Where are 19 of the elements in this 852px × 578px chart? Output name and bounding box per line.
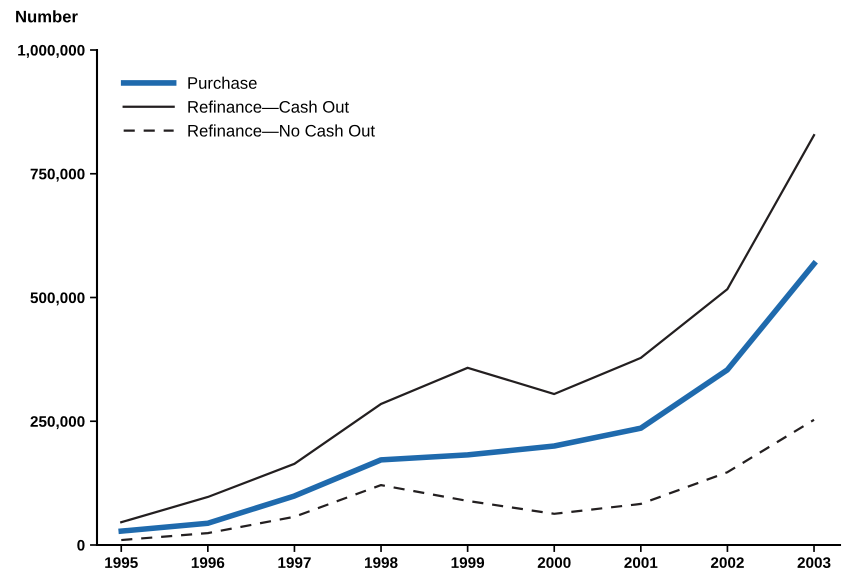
x-tick-label: 2001 <box>624 557 658 568</box>
x-tick-label: 1998 <box>365 557 398 568</box>
x-tick-label: 2000 <box>538 557 571 568</box>
x-tick-label: 1995 <box>105 557 138 568</box>
legend-label: Refinance—Cash Out <box>188 100 349 113</box>
y-axis-title: Number <box>16 10 78 22</box>
x-tick-label: 1999 <box>452 557 484 568</box>
y-tick-label: 750,000 <box>30 168 85 182</box>
y-tick-label: 500,000 <box>30 292 85 306</box>
legend-label: Purchase <box>188 76 257 89</box>
x-tick-label: 2002 <box>710 557 744 568</box>
x-tick-label: 1997 <box>278 557 311 568</box>
y-tick-label: 0 <box>77 540 85 551</box>
legend-label: Refinance—No Cash Out <box>188 124 375 137</box>
y-tick-label: 250,000 <box>30 416 85 430</box>
y-tick-label: 1,000,000 <box>18 44 85 58</box>
x-tick-label: 2003 <box>798 557 830 568</box>
line-series <box>120 418 816 542</box>
x-tick-label: 1996 <box>192 557 224 568</box>
